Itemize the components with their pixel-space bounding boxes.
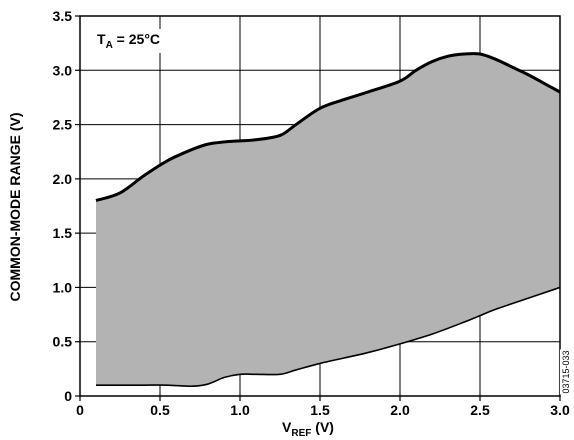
y-tick-label: 3.0 xyxy=(53,62,73,78)
x-tick-label: 0.5 xyxy=(150,402,170,418)
figure-code: 03715-033 xyxy=(561,350,571,393)
y-tick-label: 1.0 xyxy=(53,279,73,295)
x-tick-label: 1.0 xyxy=(230,402,250,418)
y-tick-label: 2.0 xyxy=(53,171,73,187)
upper-limit-line xyxy=(95,52,561,203)
annotation-background xyxy=(94,29,164,53)
y-axis-title: COMMON-MODE RANGE (V) xyxy=(7,113,23,302)
x-tick-label: 2.0 xyxy=(390,402,410,418)
temperature-annotation: TA = 25°C xyxy=(97,31,160,51)
x-tick-label: 1.5 xyxy=(310,402,330,418)
y-tick-label: 3.5 xyxy=(53,8,73,24)
y-tick-label: 2.5 xyxy=(53,117,73,133)
x-axis-ticks: 0 0.5 1.0 1.5 2.0 2.5 3.0 xyxy=(76,396,570,418)
x-tick-label: 3.0 xyxy=(550,402,570,418)
y-axis-ticks: 0 0.5 1.0 1.5 2.0 2.5 3.0 3.5 xyxy=(53,8,80,404)
lower-limit-line xyxy=(95,286,561,388)
x-tick-label: 0 xyxy=(76,402,84,418)
y-tick-label: 1.5 xyxy=(53,225,73,241)
figure-code-background xyxy=(560,349,572,395)
x-tick-label: 2.5 xyxy=(470,402,490,418)
x-axis-title: VREF (V) xyxy=(282,419,334,439)
common-mode-range-area xyxy=(96,53,560,387)
y-tick-label: 0.5 xyxy=(53,334,73,350)
y-tick-label: 0 xyxy=(64,388,72,404)
